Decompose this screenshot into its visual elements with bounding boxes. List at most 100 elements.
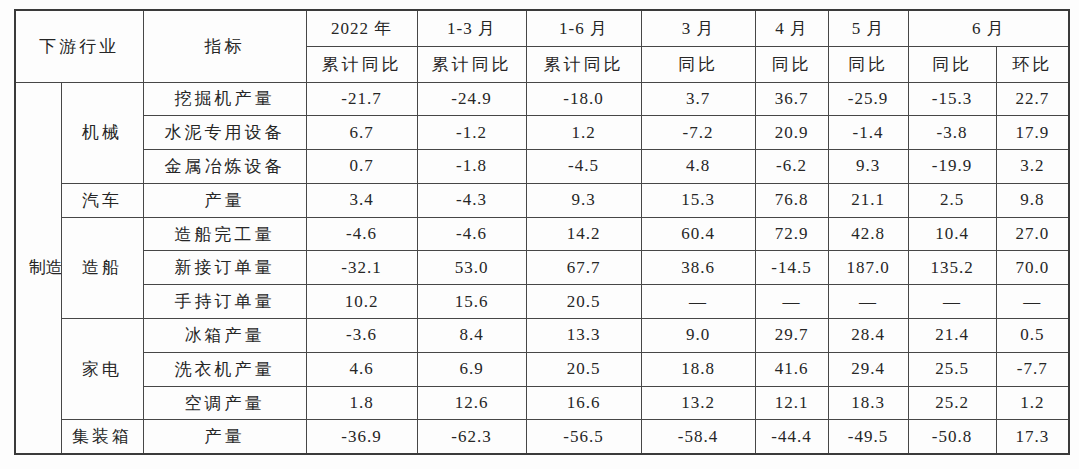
value-cell: 2.5 [908,183,996,217]
industry-cell: 汽车 [61,183,143,217]
value-cell: 28.4 [828,319,908,353]
value-cell: 20.5 [526,285,641,319]
value-cell: 70.0 [996,251,1069,285]
table-row: 造船造船完工量-4.6-4.614.260.472.942.810.427.0 [15,217,1069,251]
value-cell: 4.8 [641,150,755,184]
value-cell: 10.2 [306,285,417,319]
table-row: 洗衣机产量4.66.920.518.841.629.425.5-7.7 [15,352,1069,386]
industry-cell: 集装箱 [61,420,143,454]
industry-cell: 造船 [61,217,143,318]
measure-header-1-3m-yoy: 累计同比 [417,46,526,82]
value-cell: 15.6 [417,285,526,319]
value-cell: -19.9 [908,150,996,184]
industry-group-label: 制造业 [29,246,48,289]
downstream-industry-table: 下游行业 指标 2022 年 1-3 月 1-6 月 3 月 4 月 5 月 6… [14,9,1070,455]
table-header: 下游行业 指标 2022 年 1-3 月 1-6 月 3 月 4 月 5 月 6… [15,10,1069,82]
indicator-cell: 金属冶炼设备 [143,150,306,184]
measure-header-6m-yoy: 同比 [908,46,996,82]
value-cell: 67.7 [526,251,641,285]
value-cell: 4.6 [306,352,417,386]
table-row: 水泥专用设备6.7-1.21.2-7.220.9-1.4-3.817.9 [15,116,1069,150]
col-header-downstream-industry: 下游行业 [15,10,143,82]
value-cell: 27.0 [996,217,1069,251]
value-cell: 10.4 [908,217,996,251]
value-cell: 36.7 [755,82,828,116]
table-row: 汽车产量3.4-4.39.315.376.821.12.59.8 [15,183,1069,217]
value-cell: -7.2 [641,116,755,150]
table-container: 下游行业 指标 2022 年 1-3 月 1-6 月 3 月 4 月 5 月 6… [14,9,1070,455]
measure-header-4m-yoy: 同比 [755,46,828,82]
table-row: 制造业机械挖掘机产量-21.7-24.9-18.03.736.7-25.9-15… [15,82,1069,116]
value-cell: — [996,285,1069,319]
industry-group-cell: 制造业 [15,82,61,454]
value-cell: 13.3 [526,319,641,353]
value-cell: 9.3 [526,183,641,217]
industry-cell: 家电 [61,319,143,420]
period-header-1-6m: 1-6 月 [526,10,641,46]
value-cell: -14.5 [755,251,828,285]
value-cell: -25.9 [828,82,908,116]
measure-header-5m-yoy: 同比 [828,46,908,82]
industry-cell: 机械 [61,82,143,183]
value-cell: 60.4 [641,217,755,251]
value-cell: 20.5 [526,352,641,386]
value-cell: 29.7 [755,319,828,353]
value-cell: -1.2 [417,116,526,150]
indicator-cell: 造船完工量 [143,217,306,251]
value-cell: 18.8 [641,352,755,386]
value-cell: -1.4 [828,116,908,150]
table-row: 手持订单量10.215.620.5————— [15,285,1069,319]
measure-header-6m-mom: 环比 [996,46,1069,82]
table-body: 制造业机械挖掘机产量-21.7-24.9-18.03.736.7-25.9-15… [15,82,1069,454]
value-cell: 14.2 [526,217,641,251]
value-cell: 1.8 [306,386,417,420]
value-cell: 135.2 [908,251,996,285]
value-cell: 0.7 [306,150,417,184]
value-cell: 21.1 [828,183,908,217]
value-cell: 13.2 [641,386,755,420]
value-cell: — [908,285,996,319]
value-cell: 6.9 [417,352,526,386]
indicator-cell: 空调产量 [143,386,306,420]
value-cell: -4.6 [306,217,417,251]
value-cell: -49.5 [828,420,908,454]
value-cell: 12.6 [417,386,526,420]
value-cell: 9.8 [996,183,1069,217]
measure-header-3m-yoy: 同比 [641,46,755,82]
value-cell: — [828,285,908,319]
table-row: 新接订单量-32.153.067.738.6-14.5187.0135.270.… [15,251,1069,285]
measure-header-2022-yoy: 累计同比 [306,46,417,82]
value-cell: -4.6 [417,217,526,251]
value-cell: 8.4 [417,319,526,353]
indicator-cell: 手持订单量 [143,285,306,319]
value-cell: 187.0 [828,251,908,285]
value-cell: 3.2 [996,150,1069,184]
period-header-1-3m: 1-3 月 [417,10,526,46]
indicator-cell: 冰箱产量 [143,319,306,353]
value-cell: 6.7 [306,116,417,150]
value-cell: 22.7 [996,82,1069,116]
value-cell: -24.9 [417,82,526,116]
period-header-3m: 3 月 [641,10,755,46]
value-cell: 17.3 [996,420,1069,454]
value-cell: 3.7 [641,82,755,116]
value-cell: -50.8 [908,420,996,454]
header-row-periods: 下游行业 指标 2022 年 1-3 月 1-6 月 3 月 4 月 5 月 6… [15,10,1069,46]
table-row: 集装箱产量-36.9-62.3-56.5-58.4-44.4-49.5-50.8… [15,420,1069,454]
table-row: 金属冶炼设备0.7-1.8-4.54.8-6.29.3-19.93.2 [15,150,1069,184]
value-cell: 21.4 [908,319,996,353]
value-cell: -4.3 [417,183,526,217]
value-cell: 29.4 [828,352,908,386]
value-cell: 53.0 [417,251,526,285]
value-cell: 1.2 [996,386,1069,420]
value-cell: 17.9 [996,116,1069,150]
value-cell: -56.5 [526,420,641,454]
indicator-cell: 洗衣机产量 [143,352,306,386]
value-cell: -4.5 [526,150,641,184]
value-cell: 15.3 [641,183,755,217]
value-cell: -6.2 [755,150,828,184]
value-cell: 38.6 [641,251,755,285]
period-header-6m: 6 月 [908,10,1069,46]
indicator-cell: 新接订单量 [143,251,306,285]
value-cell: 42.8 [828,217,908,251]
